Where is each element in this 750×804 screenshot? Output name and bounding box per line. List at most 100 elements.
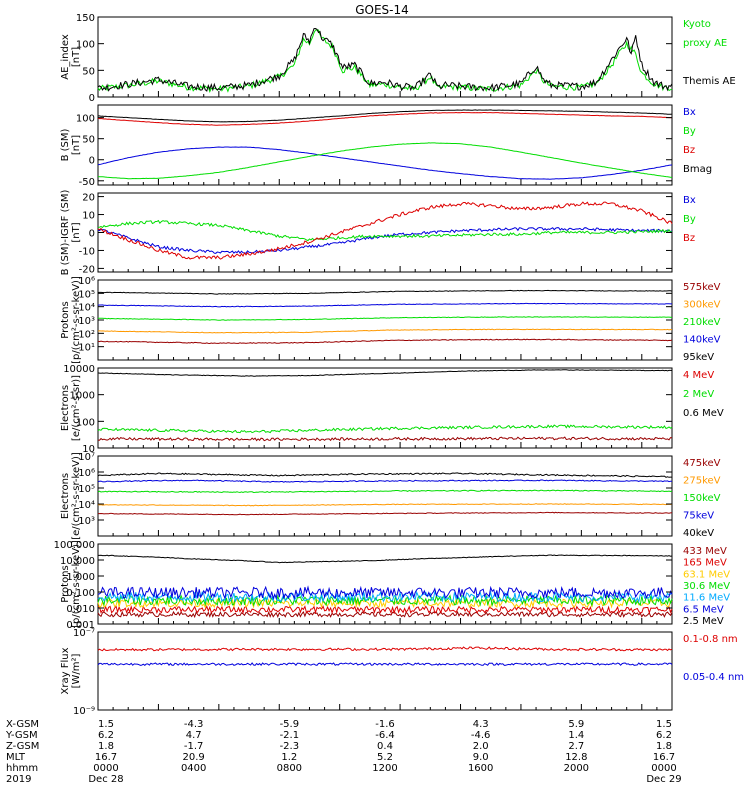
x-axis-value-2-1: -2.1 xyxy=(280,730,300,741)
y-label-line-electrons1-1: [e/(cm²-s-sr)] xyxy=(71,375,82,441)
y-label-line-protons2-0: Protons xyxy=(60,565,71,602)
y-label-bigrf: B (SM)-IGRF (SM) [nT] xyxy=(60,190,82,276)
x-axis-value-0-4: 0000 xyxy=(93,763,118,774)
legend-protons1-4: 95keV xyxy=(683,352,714,363)
legend-protons1-3: 140keV xyxy=(683,335,721,346)
y-tick-label-xray-1: 10⁻⁷ xyxy=(73,628,95,639)
x-axis-value-0-0: 1.5 xyxy=(98,719,114,730)
y-label-line-bsm-0: B (SM) xyxy=(60,128,71,161)
y-tick-label-ae-2: 100 xyxy=(76,40,95,51)
x-axis-value-4-3: 9.0 xyxy=(473,752,489,763)
x-axis-value-2-0: -5.9 xyxy=(280,719,300,730)
y-tick-label-protons2-4: 10.000 xyxy=(60,556,95,567)
x-axis-value-5-3: 12.8 xyxy=(565,752,587,763)
y-tick-label-bsm-2: 50 xyxy=(82,135,95,146)
legend-protons2-1: 165 MeV xyxy=(683,558,727,569)
y-label-line-xray-0: Xray Flux xyxy=(60,647,71,694)
y-label-line-ae-0: AE_index xyxy=(60,34,71,80)
y-tick-label-bsm-0: -50 xyxy=(79,177,95,188)
x-axis-value-3-1: -6.4 xyxy=(375,730,395,741)
legend-protons2-6: 2.5 MeV xyxy=(683,616,724,627)
legend-electrons2-0: 475keV xyxy=(683,458,721,469)
x-axis-value-6-5: Dec 29 xyxy=(646,774,681,785)
y-tick-label-bigrf-3: 10 xyxy=(82,211,95,222)
x-axis-value-0-3: 16.7 xyxy=(95,752,117,763)
series-line-protons2-5 xyxy=(97,585,673,601)
y-tick-label-electrons1-2: 1000 xyxy=(70,391,95,402)
x-axis-value-0-5: Dec 28 xyxy=(88,774,123,785)
x-axis-value-4-4: 1600 xyxy=(468,763,493,774)
series-line-ae-1 xyxy=(97,27,673,93)
series-line-bigrf-2 xyxy=(97,201,673,260)
y-tick-label-xray-0: 10⁻⁹ xyxy=(73,706,95,717)
y-tick-label-bsm-1: 0 xyxy=(89,156,95,167)
x-axis-value-1-3: 20.9 xyxy=(183,752,205,763)
x-axis-value-1-1: 4.7 xyxy=(186,730,202,741)
legend-bigrf-1: By xyxy=(683,214,696,225)
y-tick-label-bigrf-2: 0 xyxy=(89,229,95,240)
y-label-line-xray-1: [W/m²] xyxy=(71,653,82,688)
legend-ae-1: proxy AE xyxy=(683,38,727,49)
x-axis-value-4-0: 4.3 xyxy=(473,719,489,730)
y-label-line-protons1-1: [p/(cm²-s-sr-keV)] xyxy=(71,276,82,364)
plot-title: GOES-14 xyxy=(355,3,409,17)
series-line-bsm-3 xyxy=(98,109,673,123)
y-tick-label-electrons2-2: 10⁵ xyxy=(78,484,95,495)
x-axis-value-2-3: 1.2 xyxy=(281,752,297,763)
legend-bsm-1: By xyxy=(683,126,696,137)
x-axis-value-1-4: 0400 xyxy=(181,763,206,774)
y-label-line-electrons2-0: Electrons xyxy=(60,473,71,519)
y-tick-label-protons2-3: 1.000 xyxy=(66,572,95,583)
x-axis-row-label-3: MLT xyxy=(6,752,26,763)
y-label-bsm: B (SM) [nT] xyxy=(60,128,82,161)
y-label-protons2: Protons [p/(cm²-s-sr-keV)] xyxy=(60,540,82,628)
legend-bsm-2: Bz xyxy=(683,145,695,156)
x-axis-row-label-1: Y-GSM xyxy=(5,730,38,741)
series-line-electrons2-0 xyxy=(98,511,673,516)
y-tick-label-protons1-5: 10⁶ xyxy=(78,276,95,287)
x-axis-value-2-2: -2.3 xyxy=(280,741,300,752)
series-line-xray-1 xyxy=(97,662,673,667)
y-tick-label-bigrf-1: -10 xyxy=(79,246,95,257)
x-axis-value-5-0: 5.9 xyxy=(568,719,584,730)
y-tick-label-protons1-4: 10⁵ xyxy=(78,289,95,300)
y-label-xray: Xray Flux [W/m²] xyxy=(60,647,82,694)
series-line-electrons2-2 xyxy=(97,489,673,494)
x-axis-value-3-3: 5.2 xyxy=(377,752,393,763)
y-label-electrons2: Electrons [e/(cm²-s-sr-keV)] xyxy=(60,452,82,540)
y-label-electrons1: Electrons [e/(cm²-s-sr)] xyxy=(60,375,82,441)
y-tick-label-electrons1-3: 10000 xyxy=(63,364,95,375)
legend-ae-0: Kyoto xyxy=(683,19,711,30)
series-line-bsm-2 xyxy=(97,111,673,126)
y-tick-label-protons1-0: 10¹ xyxy=(78,343,95,354)
x-axis-row-label-2: Z-GSM xyxy=(6,741,39,752)
x-axis-value-0-2: 1.8 xyxy=(98,741,114,752)
legend-electrons2-2: 150keV xyxy=(683,493,721,504)
y-tick-label-protons1-2: 10³ xyxy=(78,316,95,327)
x-axis-value-2-4: 0800 xyxy=(277,763,302,774)
y-tick-label-protons2-0: 0.001 xyxy=(66,620,95,631)
x-axis-value-4-1: -4.6 xyxy=(471,730,491,741)
y-tick-label-bsm-3: 100 xyxy=(76,114,95,125)
series-line-protons2-6 xyxy=(98,554,673,564)
legend-protons2-5: 6.5 MeV xyxy=(683,604,724,615)
legend-bsm-3: Bmag xyxy=(683,164,712,175)
legend-electrons1-2: 0.6 MeV xyxy=(683,408,724,419)
y-label-line-protons2-1: [p/(cm²-s-sr-keV)] xyxy=(71,540,82,628)
series-line-protons2-2 xyxy=(97,597,673,609)
y-tick-label-ae-1: 50 xyxy=(82,66,95,77)
y-tick-label-electrons2-1: 10⁴ xyxy=(78,500,95,511)
legend-protons1-2: 210keV xyxy=(683,317,721,328)
y-tick-label-protons1-1: 10² xyxy=(78,329,95,340)
y-tick-label-electrons2-0: 10³ xyxy=(78,516,95,527)
x-axis-value-3-2: 0.4 xyxy=(377,741,393,752)
y-label-line-ae-1: [nT] xyxy=(71,47,82,67)
series-line-protons1-2 xyxy=(98,316,673,321)
panel-frame-electrons2 xyxy=(97,455,673,537)
x-axis-value-5-4: 2000 xyxy=(564,763,589,774)
y-tick-label-electrons1-0: 10 xyxy=(82,444,95,455)
series-line-bigrf-1 xyxy=(97,219,673,242)
series-line-xray-0 xyxy=(97,646,673,652)
legend-xray-2: 0.05-0.4 nm xyxy=(683,672,744,683)
